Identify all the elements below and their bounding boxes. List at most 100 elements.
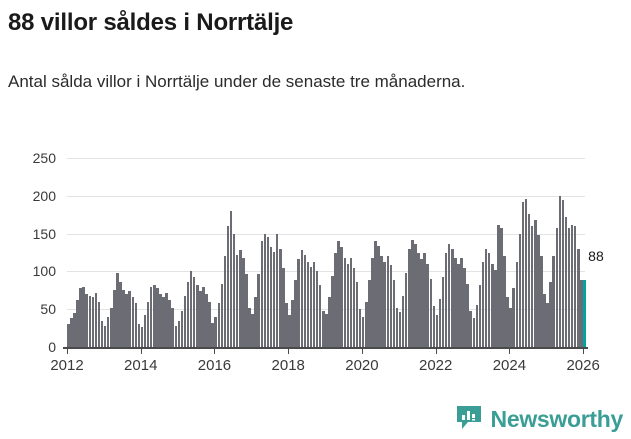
bar [226, 226, 230, 347]
page-subtitle: Antal sålda villor i Norrtälje under de … [8, 72, 466, 91]
bar [543, 294, 546, 347]
bar [392, 280, 396, 347]
bar [426, 263, 429, 347]
bar [432, 306, 436, 347]
bar [196, 285, 199, 347]
bar [153, 285, 156, 347]
bar [143, 315, 147, 347]
bar [229, 210, 233, 347]
bar [186, 281, 190, 347]
bar [288, 315, 291, 347]
bar [457, 263, 460, 347]
bar [140, 327, 144, 347]
bar [527, 213, 531, 347]
gridline [67, 271, 585, 273]
bar [192, 277, 196, 347]
bar [408, 248, 411, 347]
bar [306, 262, 310, 347]
bar [343, 257, 347, 347]
bar [322, 310, 325, 347]
bar [199, 291, 202, 347]
bar [269, 247, 273, 347]
bar [552, 256, 555, 347]
bar [214, 316, 217, 347]
bar [239, 250, 242, 347]
x-axis-tick-label: 2016 [197, 357, 232, 374]
bar [417, 253, 420, 347]
bar [85, 294, 88, 347]
bar [454, 257, 457, 347]
x-axis-tick [214, 347, 216, 354]
bar [232, 233, 236, 347]
bar [435, 315, 439, 347]
bar-chart-speech-bubble-icon [455, 403, 483, 436]
bar [235, 254, 239, 347]
bar [444, 253, 448, 347]
bar [506, 297, 509, 347]
bar [94, 292, 98, 347]
bar [131, 297, 135, 347]
bar [567, 227, 571, 347]
bar [76, 300, 79, 347]
bar [580, 280, 583, 347]
bar [291, 300, 294, 347]
bar [573, 226, 577, 347]
bar [168, 300, 171, 347]
bar [386, 256, 390, 347]
newsworthy-logo-text: Newsworthy [490, 406, 624, 432]
bar [254, 297, 257, 347]
bar-chart: 0 50 100 150 200 250 2012 2014 2016 2018 2020 2022… [0, 140, 631, 400]
bar [331, 275, 334, 347]
bar [211, 322, 214, 347]
bar [530, 226, 534, 347]
bar [285, 303, 288, 347]
bar [540, 256, 543, 347]
bar [358, 309, 362, 347]
bar [374, 241, 377, 347]
bar [555, 227, 559, 347]
bar [521, 201, 525, 347]
bar [223, 256, 227, 347]
bar [294, 280, 297, 347]
bar [266, 236, 270, 347]
bar [110, 307, 113, 347]
bar [414, 244, 417, 347]
page-title: 88 villor såldes i Norrtälje [8, 9, 294, 36]
bar [368, 280, 371, 347]
gridline [67, 309, 585, 311]
bar [202, 286, 205, 347]
bar [70, 318, 73, 347]
x-axis-tick-label: 2024 [492, 357, 527, 374]
x-axis-tick [509, 347, 511, 354]
bar [165, 292, 168, 347]
bar [524, 198, 528, 347]
bar [328, 297, 331, 347]
x-axis-tick [583, 347, 585, 354]
bar [149, 286, 153, 347]
bar [156, 288, 159, 347]
bar [260, 241, 264, 347]
bar [500, 227, 503, 347]
bar [481, 262, 485, 347]
x-axis-tick-label: 2018 [271, 357, 305, 374]
bar [134, 303, 138, 347]
bar [423, 253, 426, 347]
bar [100, 321, 104, 347]
bar [303, 254, 307, 347]
bar [558, 195, 562, 347]
bar [97, 301, 101, 347]
y-axis-tick-label: 250 [32, 150, 56, 166]
bar [469, 310, 472, 347]
x-axis-tick [67, 347, 68, 354]
bar [460, 257, 463, 347]
y-axis-tick-label: 200 [32, 187, 56, 204]
bar [515, 262, 519, 347]
bar [309, 266, 313, 347]
bar [441, 277, 445, 347]
bar [564, 216, 568, 347]
bar [577, 248, 580, 347]
bar [189, 271, 193, 347]
x-axis-tick [140, 347, 142, 354]
bar-highlighted [583, 280, 586, 347]
bar [487, 253, 491, 347]
